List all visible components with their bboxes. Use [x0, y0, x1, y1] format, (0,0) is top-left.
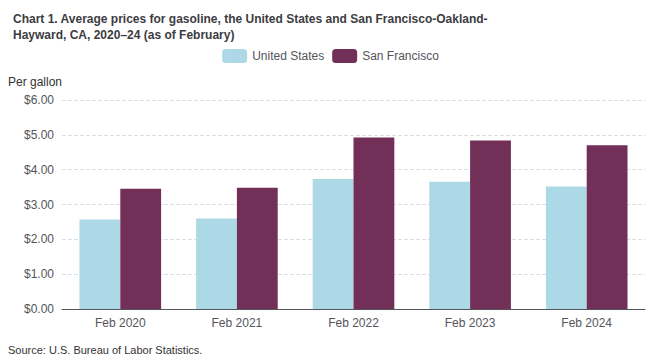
svg-text:Per gallon: Per gallon — [8, 75, 62, 89]
svg-text:$3.00: $3.00 — [24, 198, 54, 212]
svg-text:Feb 2021: Feb 2021 — [212, 316, 263, 330]
svg-text:Hayward, CA, 2020–24 (as of Fe: Hayward, CA, 2020–24 (as of February) — [13, 28, 234, 42]
svg-text:$5.00: $5.00 — [24, 128, 54, 142]
svg-text:Feb 2024: Feb 2024 — [561, 316, 612, 330]
svg-text:Chart 1. Average prices for ga: Chart 1. Average prices for gasoline, th… — [13, 12, 488, 26]
svg-text:$1.00: $1.00 — [24, 267, 54, 281]
svg-text:$0.00: $0.00 — [24, 302, 54, 316]
svg-text:$6.00: $6.00 — [24, 93, 54, 107]
svg-text:$2.00: $2.00 — [24, 232, 54, 246]
svg-text:San Francisco: San Francisco — [362, 49, 439, 63]
svg-text:Source: U.S. Bureau of Labor S: Source: U.S. Bureau of Labor Statistics. — [8, 344, 202, 356]
svg-text:$4.00: $4.00 — [24, 163, 54, 177]
svg-text:United States: United States — [252, 49, 324, 63]
svg-text:Feb 2023: Feb 2023 — [445, 316, 496, 330]
svg-text:Feb 2020: Feb 2020 — [95, 316, 146, 330]
svg-text:Feb 2022: Feb 2022 — [328, 316, 379, 330]
